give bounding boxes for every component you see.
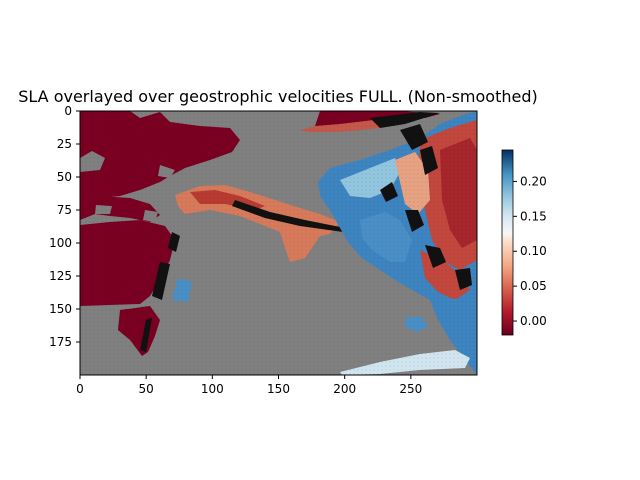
colorbar (501, 149, 514, 336)
colorbar-tick-label: 0.05 (520, 279, 547, 293)
colorbar-axis: 0.00 0.05 0.10 0.15 0.20 (513, 174, 547, 328)
chart-title: SLA overlayed over geostrophic velocitie… (18, 87, 538, 106)
y-tick-label: 175 (49, 335, 72, 349)
x-tick-label: 200 (333, 382, 356, 396)
x-tick-label: 150 (267, 382, 290, 396)
x-tick-label: 100 (201, 382, 224, 396)
x-tick-label: 50 (139, 382, 154, 396)
colorbar-tick-label: 0.20 (520, 174, 547, 188)
y-tick-label: 0 (64, 104, 72, 118)
y-tick-label: 100 (49, 236, 72, 250)
heatmap-image (80, 111, 477, 375)
y-tick-label: 50 (57, 170, 72, 184)
y-tick-label: 125 (49, 269, 72, 283)
x-axis: 0 50 100 150 200 250 (76, 375, 422, 396)
colorbar-tick-label: 0.15 (520, 209, 547, 223)
y-tick-label: 25 (57, 137, 72, 151)
colorbar-tick-label: 0.10 (520, 244, 547, 258)
y-axis: 0 25 50 75 100 125 150 175 (49, 104, 80, 349)
y-tick-label: 150 (49, 302, 72, 316)
colorbar-tick-label: 0.00 (520, 314, 547, 328)
y-tick-label: 75 (57, 203, 72, 217)
x-tick-label: 0 (76, 382, 84, 396)
x-tick-label: 250 (399, 382, 422, 396)
